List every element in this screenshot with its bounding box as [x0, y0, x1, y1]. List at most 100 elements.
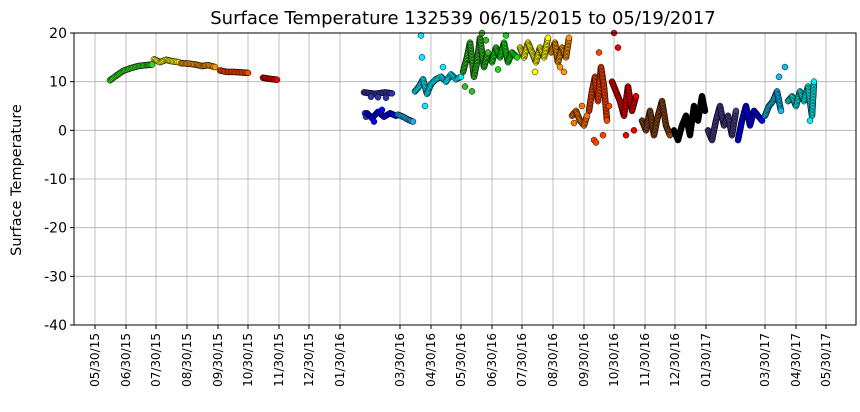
data-point [388, 90, 396, 97]
data-point [244, 69, 252, 77]
series-0 [106, 61, 156, 84]
x-tick-label: 09/30/15 [211, 333, 225, 387]
data-point [544, 34, 552, 42]
x-tick-label: 12/30/16 [668, 333, 682, 387]
series-11 [516, 34, 552, 76]
data-point [417, 32, 425, 39]
series-20 [761, 63, 789, 119]
x-tick-label: 06/30/16 [485, 333, 499, 387]
x-tick-label: 07/30/16 [515, 333, 529, 387]
data-point [531, 68, 539, 76]
data-point [603, 117, 611, 124]
data-point [502, 32, 510, 39]
x-tick-label: 09/30/16 [577, 333, 591, 387]
x-tick-label: 01/30/16 [333, 333, 347, 387]
data-point [630, 127, 638, 134]
data-point [382, 94, 390, 101]
series-8 [411, 32, 465, 110]
series-3 [216, 67, 252, 77]
series-7 [394, 111, 417, 125]
x-tick-label: 11/30/15 [272, 333, 286, 387]
data-point [211, 63, 219, 71]
y-tick-label: -30 [44, 269, 67, 285]
series-21 [784, 78, 818, 124]
data-point [367, 93, 375, 101]
series-15 [608, 29, 640, 139]
x-tick-label: 06/30/15 [119, 333, 133, 387]
data-point [370, 118, 378, 125]
data-point [632, 93, 640, 100]
grid [74, 32, 856, 326]
series-13 [568, 102, 591, 129]
data-point [378, 106, 386, 114]
data-point [482, 37, 490, 44]
x-tick-label: 10/30/15 [241, 333, 255, 387]
data-point [513, 54, 521, 61]
data-point [421, 102, 429, 110]
series-19 [734, 102, 766, 144]
data-point [560, 68, 568, 76]
x-tick-label: 05/30/16 [454, 333, 468, 387]
data-point [439, 63, 447, 71]
data-point [374, 93, 382, 101]
x-tick-label: 05/30/15 [88, 333, 102, 387]
series-6 [363, 106, 400, 125]
series-4 [259, 74, 281, 83]
x-tick-label: 05/30/17 [819, 333, 833, 387]
x-tick-label: 12/30/15 [302, 333, 316, 387]
data-point [775, 73, 783, 81]
x-tick-label: 01/30/17 [699, 333, 713, 387]
data-point [578, 102, 586, 110]
data-point [614, 44, 622, 51]
data-point [484, 49, 492, 56]
data-point [777, 107, 785, 115]
data-point [273, 76, 281, 83]
series-17 [670, 93, 709, 144]
data-point [758, 117, 766, 124]
data-point [701, 107, 709, 115]
x-tick-label: 04/30/16 [424, 333, 438, 387]
series-10 [488, 32, 521, 73]
chart-title: Surface Temperature 132539 06/15/2015 to… [210, 8, 715, 29]
x-tick-label: 03/30/16 [393, 333, 407, 387]
y-tick-label: 0 [58, 123, 67, 139]
data-point [599, 131, 607, 139]
y-axis-label: Surface Temperature [9, 104, 25, 256]
data-point [494, 66, 502, 73]
series-1 [150, 56, 183, 66]
data-point [605, 102, 613, 110]
data-point [418, 54, 426, 61]
data-point [732, 107, 740, 115]
data-point [595, 49, 603, 56]
y-tick-label: -20 [44, 221, 67, 237]
series-14 [585, 49, 613, 146]
x-tick-label: 04/30/17 [789, 333, 803, 387]
x-tick-label: 10/30/16 [607, 333, 621, 387]
data-point [409, 118, 417, 125]
y-ticks: 20 10 0 -10 -20 -30 -40 [44, 26, 74, 334]
x-tick-label: 07/30/15 [149, 333, 163, 387]
data-point [556, 63, 564, 71]
data-point [806, 117, 814, 124]
x-ticks: 05/30/15 06/30/15 07/30/15 08/30/15 09/30/15… [88, 325, 833, 387]
x-tick-label: 08/30/16 [546, 333, 560, 387]
data-points [106, 29, 818, 146]
x-tick-label: 03/30/17 [758, 333, 772, 387]
y-tick-label: -40 [44, 318, 67, 334]
x-tick-label: 11/30/16 [638, 333, 652, 387]
series-5 [360, 89, 396, 120]
data-point [570, 119, 578, 127]
series-2 [177, 59, 219, 71]
y-tick-label: 20 [49, 26, 67, 42]
data-point [810, 78, 818, 85]
data-point [565, 34, 573, 42]
data-point [781, 63, 789, 71]
series-9 [459, 29, 492, 95]
y-tick-label: -10 [44, 172, 67, 188]
data-point [592, 139, 600, 146]
x-tick-label: 08/30/15 [180, 333, 194, 387]
data-point [622, 131, 630, 139]
series-16 [638, 97, 674, 139]
series-18 [704, 102, 740, 144]
